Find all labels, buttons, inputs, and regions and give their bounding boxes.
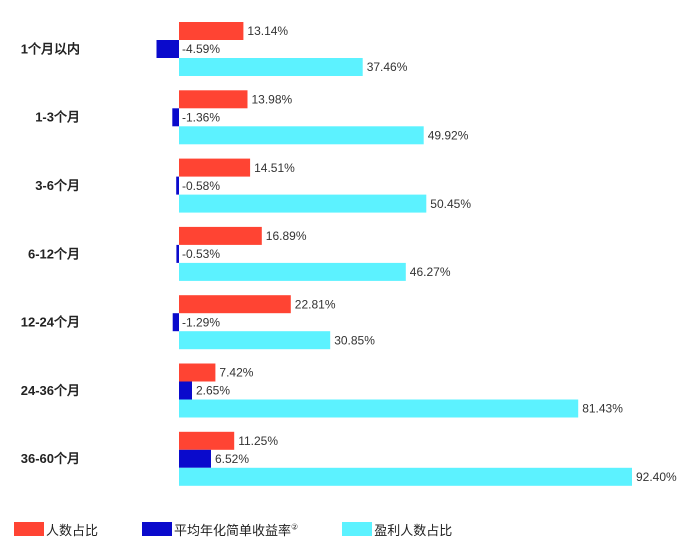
bar-profit-share <box>179 399 579 418</box>
bar-profit-share <box>179 58 363 76</box>
legend-swatch-profit-share <box>342 522 373 536</box>
data-label-profit-share: 81.43% <box>582 402 623 416</box>
bar-profit-share <box>179 331 331 350</box>
category-label: 6-12个月 <box>28 246 80 261</box>
bar-annual-return <box>156 40 179 58</box>
legend-label-people-share: 人数占比 <box>46 522 99 538</box>
data-label-annual-return: -1.29% <box>182 315 220 329</box>
category-label: 24-36个月 <box>21 383 80 398</box>
legend-swatch-people-share <box>14 522 44 536</box>
legend-label-profit-share: 盈利人数占比 <box>374 522 453 538</box>
data-label-profit-share: 50.45% <box>430 197 471 211</box>
legend-swatch-annual-return <box>142 522 173 536</box>
bar-profit-share <box>179 126 424 145</box>
data-label-annual-return: 6.52% <box>215 452 249 466</box>
bar-annual-return <box>172 313 179 332</box>
bar-people-share <box>179 226 262 245</box>
category-label: 1-3个月 <box>35 110 80 125</box>
data-label-annual-return: -0.53% <box>182 247 220 261</box>
bar-annual-return <box>179 449 211 468</box>
bar-people-share <box>179 22 244 40</box>
legend-footnote-mark: ② <box>291 522 299 532</box>
data-label-people-share: 11.25% <box>238 434 278 448</box>
data-label-profit-share: 30.85% <box>334 333 375 347</box>
bar-people-share <box>179 363 216 382</box>
bar-annual-return <box>172 108 179 127</box>
bar-profit-share <box>179 194 427 213</box>
data-label-people-share: 16.89% <box>266 229 307 243</box>
data-label-people-share: 22.81% <box>295 297 336 311</box>
data-label-profit-share: 46.27% <box>410 265 451 279</box>
category-label: 3-6个月 <box>35 178 80 193</box>
bar-annual-return <box>176 176 179 195</box>
data-label-profit-share: 37.46% <box>367 60 408 74</box>
bar-people-share <box>179 158 251 177</box>
category-label: 1个月以内 <box>21 41 80 56</box>
bar-people-share <box>179 431 235 450</box>
data-label-people-share: 13.98% <box>252 92 293 106</box>
legend-item-profit-share: 盈利人数占比 <box>342 520 452 539</box>
bar-people-share <box>179 295 291 314</box>
category-label: 12-24个月 <box>21 315 80 330</box>
data-label-profit-share: 49.92% <box>428 128 469 142</box>
data-label-annual-return: -0.58% <box>182 179 220 193</box>
data-label-annual-return: -1.36% <box>182 110 220 124</box>
legend: 人数占比 平均年化简单收益率② 盈利人数占比 <box>14 518 496 540</box>
data-label-annual-return: -4.59% <box>182 42 220 56</box>
bar-profit-share <box>179 262 406 281</box>
bar-people-share <box>179 90 248 109</box>
data-label-annual-return: 2.65% <box>196 384 230 398</box>
legend-item-people-share: 人数占比 <box>14 520 98 539</box>
data-label-people-share: 13.14% <box>247 24 288 38</box>
bar-profit-share <box>179 467 632 486</box>
bar-annual-return <box>176 244 179 263</box>
data-label-people-share: 14.51% <box>254 161 295 175</box>
legend-label-annual-return: 平均年化简单收益率 <box>174 522 292 538</box>
legend-item-annual-return: 平均年化简单收益率② <box>142 520 298 539</box>
data-label-people-share: 7.42% <box>219 366 253 380</box>
category-label: 36-60个月 <box>21 451 80 466</box>
legend-label-annual-return-wrap: 平均年化简单收益率② <box>174 520 298 539</box>
chart-svg: 1个月以内 13.14% -4.59% 37.46% 1-3个月 13.98% -1.36%… <box>21 22 677 486</box>
data-label-profit-share: 92.40% <box>636 470 677 484</box>
bar-annual-return <box>179 381 192 400</box>
